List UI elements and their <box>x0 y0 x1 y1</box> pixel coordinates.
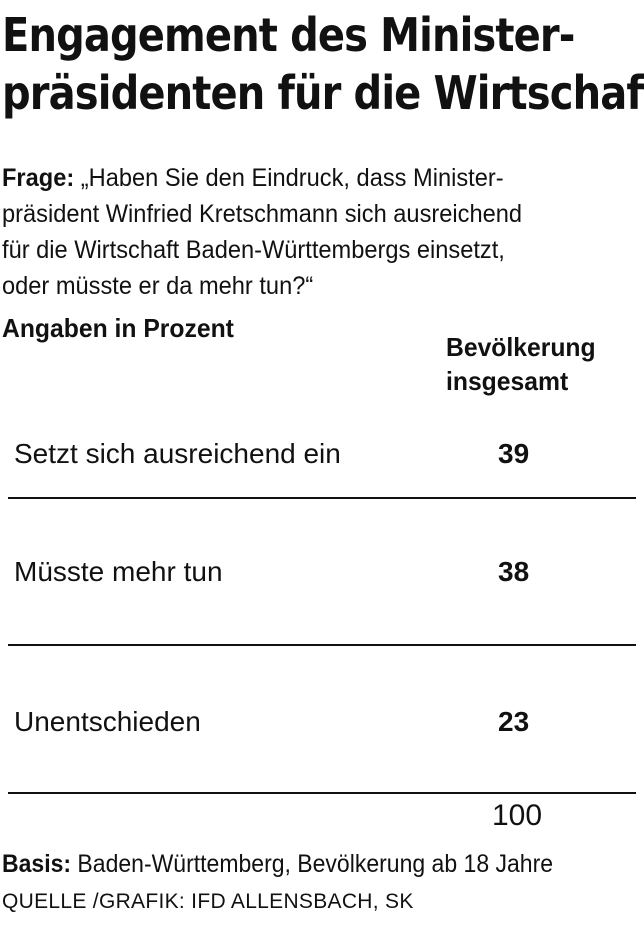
basis-text: Baden-Württemberg, Bevölkerung ab 18 Jah… <box>71 850 554 878</box>
row-divider <box>8 497 636 499</box>
row-value: 23 <box>498 706 530 737</box>
column-header-line-2: insgesamt <box>446 366 569 396</box>
row-value: 38 <box>498 556 530 587</box>
column-header-line-1: Bevölkerung <box>446 332 596 362</box>
column-header: Bevölkerung insgesamt <box>446 330 596 398</box>
question-label: Frage: <box>2 164 75 192</box>
title-line-2: präsidenten für die Wirtschaft <box>2 66 644 120</box>
basis-note: Basis: Baden-Württemberg, Bevölkerung ab… <box>2 846 553 882</box>
row-label: Unentschieden <box>14 706 201 737</box>
table-row: Müsste mehr tun 38 <box>0 552 644 592</box>
row-label: Müsste mehr tun <box>14 556 223 587</box>
total-value: 100 <box>492 799 543 832</box>
row-divider <box>8 792 636 794</box>
question-line-3: für die Wirtschaft Baden-Württembergs ei… <box>2 236 505 264</box>
question-line-4: oder müsste er da mehr tun?“ <box>2 272 314 300</box>
chart-title: Engagement des Minister- präsidenten für… <box>2 6 644 122</box>
question-line-2: präsident Winfried Kretschmann sich ausr… <box>2 200 523 228</box>
basis-label: Basis: <box>2 850 72 878</box>
table-row: Unentschieden 23 <box>0 702 644 742</box>
unit-label: Angaben in Prozent <box>2 313 234 343</box>
row-value: 39 <box>498 438 530 469</box>
survey-question: Frage: „Haben Sie den Eindruck, dass Min… <box>2 160 626 304</box>
source-note: QUELLE /GRAFIK: IFD ALLENSBACH, SK <box>2 890 414 913</box>
question-line-1: „Haben Sie den Eindruck, dass Minister- <box>80 164 504 192</box>
row-label: Setzt sich ausreichend ein <box>14 438 341 469</box>
row-divider <box>8 644 636 646</box>
table-row: Setzt sich ausreichend ein 39 <box>0 434 644 474</box>
title-line-1: Engagement des Minister- <box>2 8 575 62</box>
